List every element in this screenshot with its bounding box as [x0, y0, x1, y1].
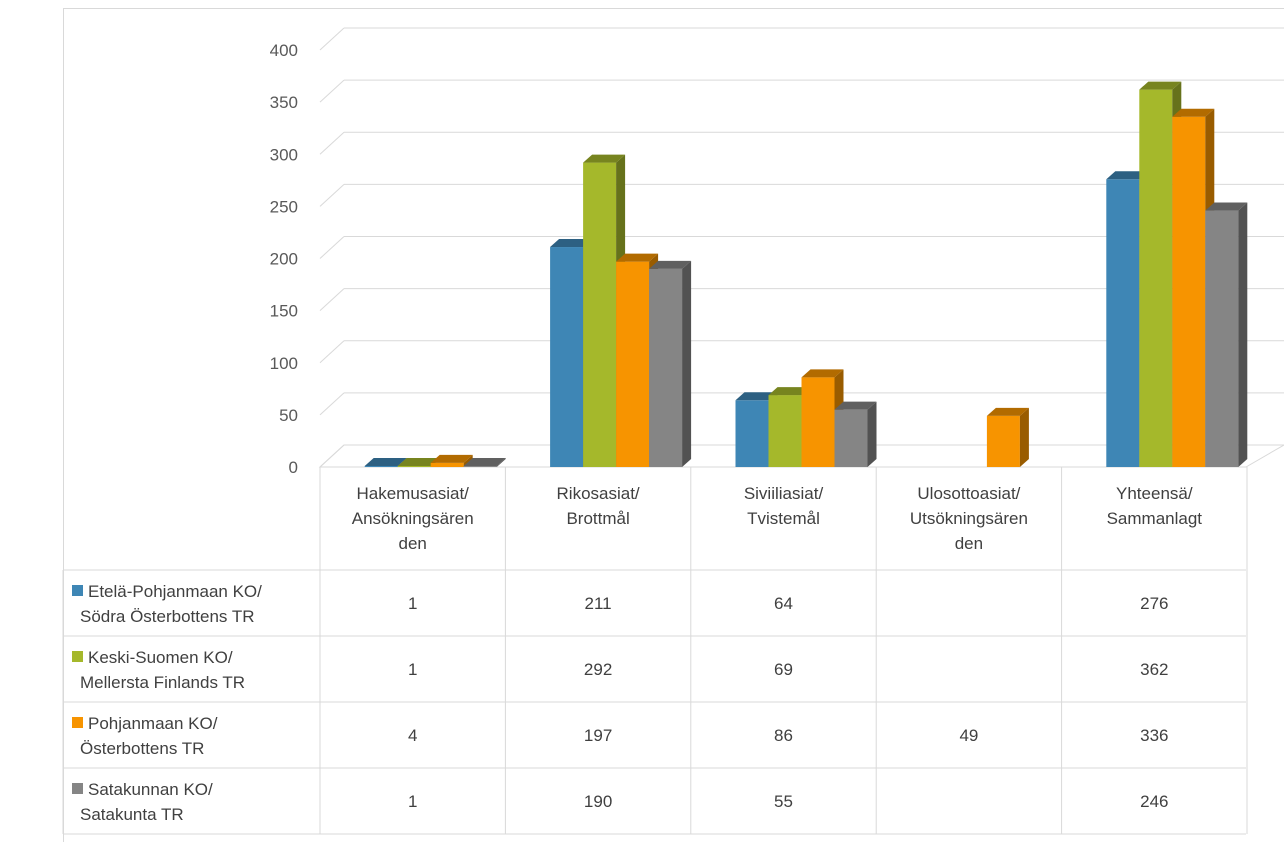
table-cell: 246 — [1140, 792, 1168, 811]
bar — [1205, 202, 1248, 468]
table-cell: 190 — [584, 792, 612, 811]
legend-label: Södra Österbottens TR — [80, 607, 255, 626]
table-cell: 1 — [408, 660, 417, 679]
y-tick-label: 300 — [270, 145, 298, 164]
y-tick-label: 400 — [270, 41, 298, 60]
legend-key — [72, 651, 83, 662]
table-cell: 69 — [774, 660, 793, 679]
bar — [583, 154, 626, 467]
legend-label: Satakunnan KO/ — [88, 780, 213, 799]
table-cell: 1 — [408, 594, 417, 613]
category-label: Brottmål — [566, 509, 629, 528]
table-cell: 336 — [1140, 726, 1168, 745]
category-label: Yhteensä/ — [1116, 484, 1193, 503]
table-cell: 49 — [959, 726, 978, 745]
y-tick-label: 50 — [279, 406, 298, 425]
table-cell: 64 — [774, 594, 793, 613]
bar — [834, 401, 877, 467]
bar — [463, 457, 506, 467]
gridline-depth — [319, 392, 345, 416]
table-row: Satakunnan KO/Satakunta TR 1 190 55 246 — [72, 780, 1168, 824]
table-cell: 4 — [408, 726, 417, 745]
table-row: Pohjanmaan KO/Österbottens TR 4 197 86 49 336 — [72, 714, 1168, 758]
table-cell: 211 — [585, 594, 612, 613]
bar — [649, 260, 692, 467]
gridline-depth — [319, 288, 345, 311]
category-label: Utsökningsären — [910, 509, 1028, 528]
legend-label: Satakunta TR — [80, 805, 184, 824]
gridline-depth — [319, 79, 345, 103]
legend-label: Österbottens TR — [80, 739, 204, 758]
legend-key — [72, 783, 83, 794]
category-label: Rikosasiat/ — [557, 484, 640, 503]
gridline-depth — [319, 27, 345, 51]
floor — [318, 444, 1284, 468]
category-label: den — [399, 534, 427, 553]
y-tick-label: 0 — [289, 458, 298, 477]
category-label: Ulosottoasiat/ — [917, 484, 1020, 503]
legend-label: Etelä-Pohjanmaan KO/ — [88, 582, 262, 601]
category-label: Ansökningsären — [352, 509, 474, 528]
gridline-depth — [319, 340, 345, 364]
legend-label: Mellersta Finlands TR — [80, 673, 245, 692]
y-tick-label: 250 — [270, 197, 298, 216]
gridline-depth — [319, 184, 345, 207]
category-label: Hakemusasiat/ — [356, 484, 469, 503]
y-tick-label: 150 — [270, 302, 298, 321]
chart-frame — [63, 8, 1284, 842]
category-label: Tvistemål — [747, 509, 820, 528]
y-tick-label: 200 — [270, 250, 298, 269]
table-cell: 86 — [774, 726, 793, 745]
table-cell: 55 — [774, 792, 793, 811]
table-cell: 1 — [408, 792, 417, 811]
y-tick-label: 350 — [270, 93, 298, 112]
table-cell: 197 — [584, 726, 612, 745]
bar — [986, 407, 1029, 467]
table-cell: 276 — [1140, 594, 1168, 613]
y-tick-label: 100 — [270, 354, 298, 373]
table-cell: 362 — [1140, 660, 1168, 679]
legend-key — [72, 717, 83, 728]
category-label: den — [955, 534, 983, 553]
legend-label: Keski-Suomen KO/ — [88, 648, 233, 667]
gridline-depth — [319, 131, 345, 155]
legend-key — [72, 585, 83, 596]
legend-label: Pohjanmaan KO/ — [88, 714, 218, 733]
table-row: Etelä-Pohjanmaan KO/Södra Österbottens T… — [72, 582, 1168, 626]
category-label: Siviiliasiat/ — [744, 484, 824, 503]
gridline-depth — [319, 236, 345, 259]
table-row: Keski-Suomen KO/Mellersta Finlands TR 1 29… — [72, 648, 1168, 692]
category-label: Sammanlagt — [1107, 509, 1203, 528]
table-cell: 292 — [584, 660, 612, 679]
